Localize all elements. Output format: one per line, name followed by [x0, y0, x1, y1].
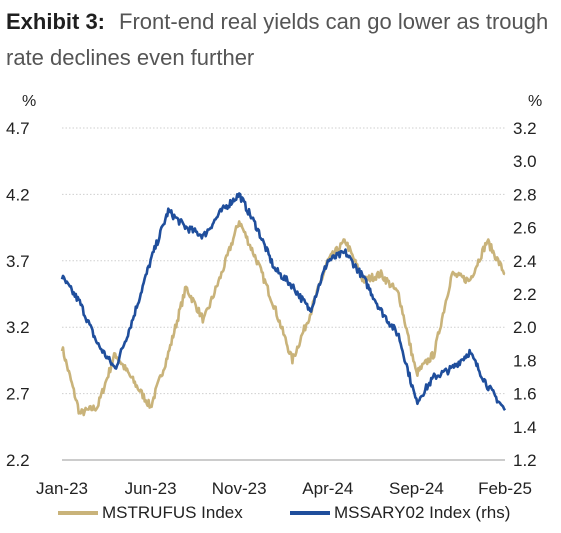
left-tick-label: 2.7: [6, 385, 30, 404]
gridlines: [62, 127, 505, 461]
left-tick-label: 4.2: [6, 185, 30, 204]
series-lines: [60, 192, 507, 417]
right-tick-label: 1.4: [513, 418, 537, 437]
left-tick-label: 3.7: [6, 252, 30, 271]
chart-title: Exhibit 3: Front-end real yields can go l…: [6, 4, 556, 76]
legend-label-mssary02: MSSARY02 Index (rhs): [334, 503, 510, 522]
right-tick-label: 1.8: [513, 351, 537, 370]
right-tick-label: 2.6: [513, 219, 537, 238]
left-tick-label: 4.7: [6, 119, 30, 138]
x-tick-label: Jun-23: [125, 479, 177, 498]
right-tick-label: 2.4: [513, 252, 537, 271]
legend: MSTRUFUS Index MSSARY02 Index (rhs): [58, 503, 510, 522]
x-tick-label: Nov-23: [212, 479, 267, 498]
left-axis-unit: %: [22, 93, 36, 110]
right-tick-label: 1.2: [513, 451, 537, 470]
right-tick-label: 3.0: [513, 152, 537, 171]
x-tick-label: Jan-23: [36, 479, 88, 498]
right-axis-unit: %: [528, 93, 542, 110]
right-tick-label: 2.8: [513, 185, 537, 204]
x-tick-label: Feb-25: [478, 479, 532, 498]
left-axis: % 4.7 4.2 3.7 3.2 2.7 2.2: [6, 93, 36, 470]
right-axis: % 3.2 3.0 2.8 2.6 2.4 2.2 2.0 1.8 1.6 1.4 1.2: [513, 93, 542, 470]
x-axis: Jan-23 Jun-23 Nov-23 Apr-24 Sep-24 Feb-25: [36, 459, 532, 498]
legend-label-mstrufus: MSTRUFUS Index: [102, 503, 243, 522]
left-tick-label: 2.2: [6, 451, 30, 470]
exhibit-title: Front-end real yields can go lower as tr…: [6, 9, 549, 70]
right-tick-label: 2.0: [513, 318, 537, 337]
right-tick-label: 2.2: [513, 285, 537, 304]
exhibit-label: Exhibit 3:: [6, 9, 106, 34]
right-tick-label: 1.6: [513, 385, 537, 404]
series-line-mssary02: [60, 192, 507, 411]
series-line-mstrufus: [60, 220, 506, 417]
x-tick-label: Sep-24: [389, 479, 444, 498]
left-tick-label: 3.2: [6, 318, 30, 337]
x-tick-label: Apr-24: [302, 479, 353, 498]
right-tick-label: 3.2: [513, 119, 537, 138]
